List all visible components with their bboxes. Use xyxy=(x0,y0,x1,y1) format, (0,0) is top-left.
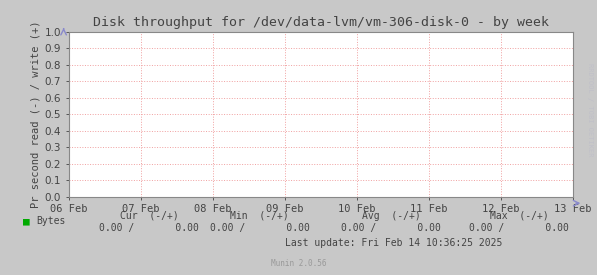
Text: Last update: Fri Feb 14 10:36:25 2025: Last update: Fri Feb 14 10:36:25 2025 xyxy=(285,238,503,248)
Text: Min  (-/+): Min (-/+) xyxy=(230,211,289,221)
Text: RRDTOOL / TOBI OETIKER: RRDTOOL / TOBI OETIKER xyxy=(587,63,593,157)
Text: 0.00 /       0.00: 0.00 / 0.00 xyxy=(210,223,310,233)
Text: Cur  (-/+): Cur (-/+) xyxy=(120,211,179,221)
Text: ■: ■ xyxy=(23,216,29,226)
Y-axis label: Pr second read (-) / write (+): Pr second read (-) / write (+) xyxy=(30,20,41,208)
Text: Max  (-/+): Max (-/+) xyxy=(490,211,549,221)
Text: 0.00 /       0.00: 0.00 / 0.00 xyxy=(469,223,570,233)
Text: 0.00 /       0.00: 0.00 / 0.00 xyxy=(341,223,441,233)
Text: Bytes: Bytes xyxy=(36,216,65,226)
Text: Avg  (-/+): Avg (-/+) xyxy=(362,211,420,221)
Text: Munin 2.0.56: Munin 2.0.56 xyxy=(271,259,326,268)
Text: 0.00 /       0.00: 0.00 / 0.00 xyxy=(99,223,199,233)
Title: Disk throughput for /dev/data-lvm/vm-306-disk-0 - by week: Disk throughput for /dev/data-lvm/vm-306… xyxy=(93,16,549,29)
